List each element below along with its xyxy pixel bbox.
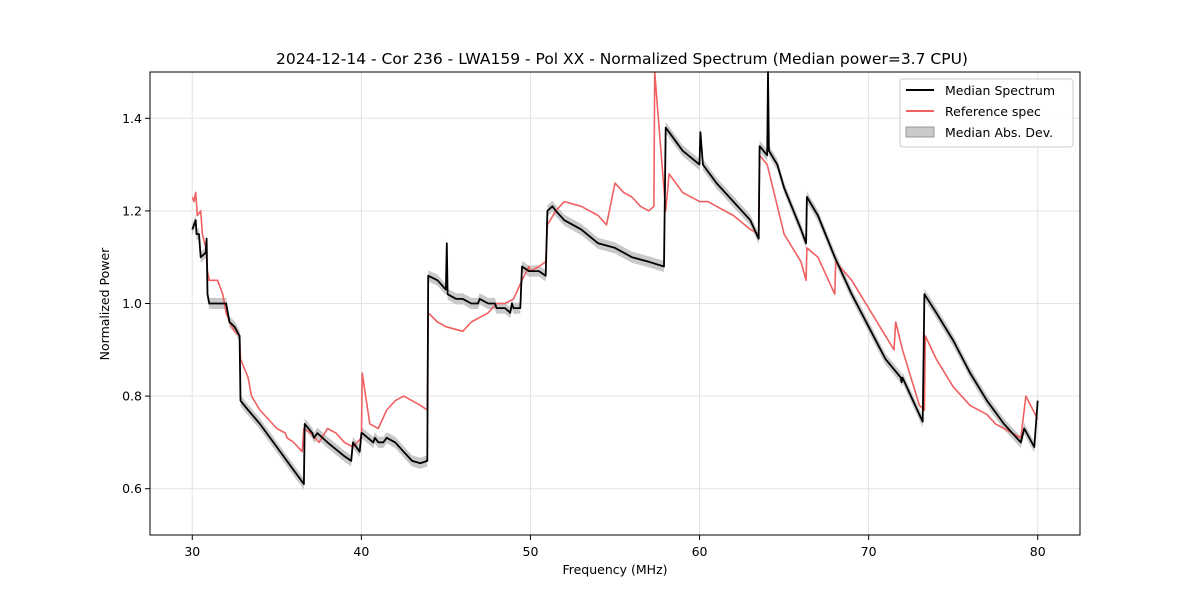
x-tick-label: 50 bbox=[523, 544, 539, 559]
legend: Median Spectrum Reference spec Median Ab… bbox=[899, 78, 1074, 148]
legend-mad-label: Median Abs. Dev. bbox=[945, 125, 1053, 140]
y-tick-label: 0.6 bbox=[122, 481, 142, 496]
x-tick-label: 70 bbox=[861, 544, 877, 559]
legend-box bbox=[899, 78, 1074, 148]
x-tick-label: 30 bbox=[184, 544, 200, 559]
x-tick-label: 80 bbox=[1030, 544, 1046, 559]
y-tick-label: 1.4 bbox=[122, 111, 142, 126]
axis-ticks: 30 40 50 60 70 80 0.6 0.8 1.0 1.2 1.4 bbox=[122, 111, 1046, 559]
y-tick-label: 1.0 bbox=[122, 296, 142, 311]
legend-median-label: Median Spectrum bbox=[945, 83, 1055, 98]
chart-title: 2024-12-14 - Cor 236 - LWA159 - Pol XX -… bbox=[276, 50, 968, 68]
reference-spec-line bbox=[191, 71, 1039, 453]
legend-reference-label: Reference spec bbox=[945, 104, 1041, 119]
x-tick-label: 60 bbox=[692, 544, 708, 559]
median-spectrum-line bbox=[191, 71, 1039, 486]
series-group bbox=[191, 71, 1039, 486]
y-tick-label: 1.2 bbox=[122, 203, 142, 218]
y-axis-label: Normalized Power bbox=[97, 247, 112, 361]
y-tick-label: 0.8 bbox=[122, 389, 142, 404]
x-tick-label: 40 bbox=[353, 544, 369, 559]
legend-mad-swatch bbox=[905, 126, 935, 138]
x-axis-label: Frequency (MHz) bbox=[562, 562, 667, 577]
